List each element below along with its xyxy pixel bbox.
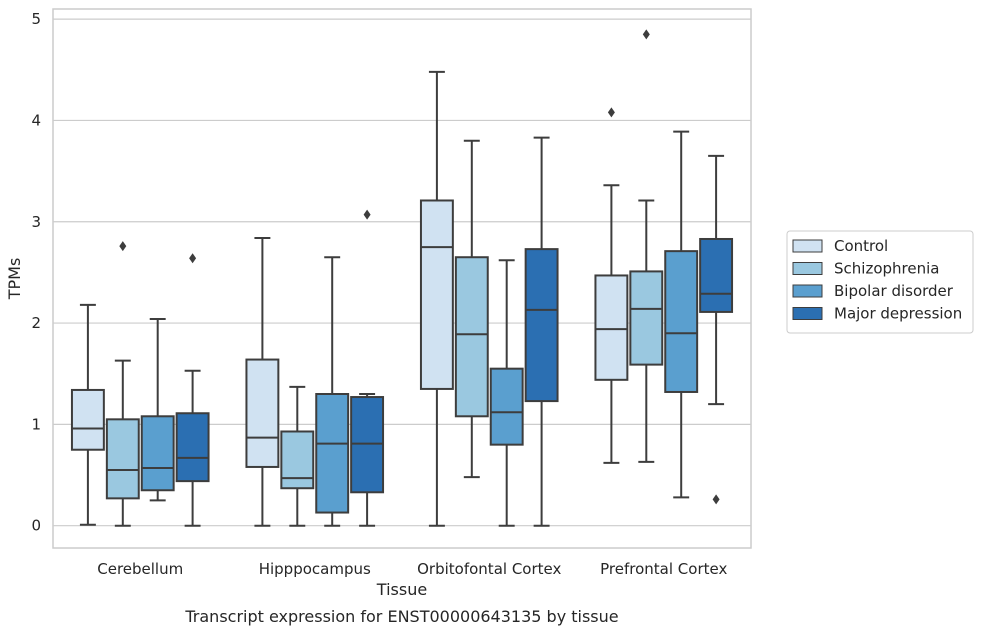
y-tick-label: 3 [31,213,41,231]
legend-label: Major depression [834,305,962,323]
box-iqr [594,274,629,381]
box-layer [70,29,734,527]
box-schizophrenia-hipppocampus [280,385,315,527]
box-bipolar-disorder-hipppocampus [315,256,350,527]
box-iqr [70,388,105,451]
box-iqr [664,250,699,393]
x-tick-label-prefrontal-cortex: Prefrontal Cortex [600,560,727,578]
box-major-depression-orbitofontal-cortex [524,136,559,527]
plot-frame [52,8,752,549]
legend-frame [786,230,974,334]
box-iqr [105,418,140,500]
box-bipolar-disorder-prefrontal-cortex [664,130,699,499]
outlier-point [363,209,371,220]
box-iqr [245,358,280,468]
box-major-depression-prefrontal-cortex [699,154,734,505]
x-tick-label-hipppocampus: Hipppocampus [259,560,371,578]
legend-label: Bipolar disorder [834,282,954,300]
box-control-orbitofontal-cortex [419,70,454,527]
outlier-point [607,107,615,118]
legend-item-schizophrenia: Schizophrenia [792,260,939,278]
box-control-prefrontal-cortex [594,107,629,464]
box-major-depression-hipppocampus [350,209,385,527]
y-tick-label: 4 [31,111,41,129]
box-bipolar-disorder-orbitofontal-cortex [489,259,524,527]
box-iqr [315,393,350,514]
box-schizophrenia-prefrontal-cortex [629,29,664,463]
box-iqr [629,270,664,366]
y-tick-label: 5 [31,10,41,28]
y-tick-label: 1 [31,415,41,433]
outlier-point [189,253,197,264]
box-bipolar-disorder-cerebellum [140,318,175,502]
legend: Control Schizophrenia Bipolar disorder Majo… [786,230,974,334]
box-iqr [280,430,315,490]
y-axis-label: TPMs [5,258,24,301]
box-major-depression-cerebellum [175,253,210,527]
outlier-point [642,29,650,40]
x-axis-label: Tissue [376,580,427,599]
box-iqr [524,248,559,403]
legend-swatch [792,239,823,253]
box-iqr [140,415,175,492]
box-schizophrenia-cerebellum [105,241,140,527]
outlier-point [119,241,127,252]
box-control-hipppocampus [245,236,280,527]
legend-label: Control [834,237,888,255]
box-iqr [489,367,524,446]
box-schizophrenia-orbitofontal-cortex [454,139,489,479]
box-iqr [699,237,734,313]
box-iqr [350,396,385,494]
y-tick-label: 2 [31,314,41,332]
box-iqr [175,412,210,483]
x-tick-label-orbitofontal-cortex: Orbitofontal Cortex [417,560,561,578]
box-iqr [419,199,454,390]
box-iqr [454,256,489,418]
y-tick-label: 0 [31,517,41,535]
legend-item-control: Control [792,237,888,255]
legend-swatch [792,307,823,320]
legend-item-major-depression: Major depression [792,305,962,323]
outlier-point [712,494,720,505]
x-tick-label-cerebellum: Cerebellum [97,560,183,578]
legend-label: Schizophrenia [834,260,939,278]
box-control-cerebellum [70,303,105,526]
legend-swatch [792,284,823,298]
legend-item-bipolar-disorder: Bipolar disorder [792,282,954,300]
tick-labels: 0 1 2 3 4 5 Cerebellum Hipppocampus Orbitofontal… [31,10,727,578]
chart-caption: Transcript expression for ENST0000064313… [184,607,618,626]
legend-swatch [792,262,823,275]
